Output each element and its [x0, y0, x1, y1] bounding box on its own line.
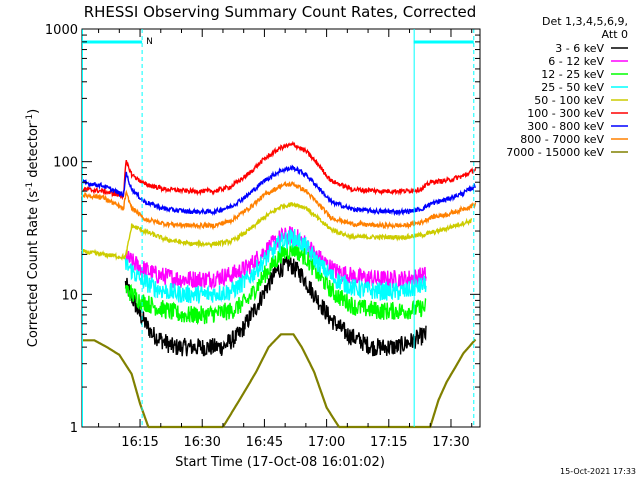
x-tick-label-6: 17:30	[432, 435, 469, 450]
y-tick-label-2: 10	[61, 288, 78, 303]
y-axis-label-main: Corrected Count Rate (s	[26, 191, 41, 348]
legend-label-1: 3 - 6 keV	[555, 42, 604, 55]
legend-label-2: 6 - 12 keV	[548, 55, 604, 68]
x-tick-label-4: 17:00	[308, 435, 345, 450]
flag-lines	[82, 29, 475, 427]
x-tick-label-1: 16:15	[121, 435, 158, 450]
legend-label-9: 7000 - 15000 keV	[506, 146, 604, 159]
x-axis-label: Start Time (17-Oct-08 16:01:02)	[175, 455, 385, 470]
y-tick-label-1: 1	[70, 421, 78, 436]
legend-label-6: 100 - 300 keV	[527, 107, 604, 120]
legend-header-1: Det 1,3,4,5,6,9,	[542, 15, 628, 28]
series-line-1	[124, 256, 427, 357]
x-tick-label-2: 16:30	[183, 435, 220, 450]
axis-ticks: 16:15 16:30 16:45 17:00 17:15 17:30 1 10 100 1000	[45, 23, 480, 450]
y-axis-label-end: )	[26, 109, 41, 114]
y-tick-label-3: 100	[53, 156, 78, 171]
y-axis-label-mid: detector	[26, 122, 41, 182]
legend-label-4: 25 - 50 keV	[541, 81, 604, 94]
legend-label-5: 50 - 100 keV	[534, 94, 604, 107]
legend-label-3: 12 - 25 keV	[541, 68, 604, 81]
y-axis-label: Corrected Count Rate (s-1 detector-1)	[25, 109, 41, 347]
chart-title: RHESSI Observing Summary Count Rates, Co…	[84, 3, 477, 21]
night-marker-label: N	[146, 37, 153, 47]
legend-header-2: Att 0	[602, 28, 628, 41]
legend-label-7: 300 - 800 keV	[527, 120, 604, 133]
series-line-6	[81, 140, 477, 201]
series-line-5	[81, 201, 473, 261]
timestamp: 15-Oct-2021 17:33	[560, 467, 636, 476]
series-line-4	[124, 229, 427, 304]
series-line-8	[81, 180, 477, 231]
series-line-3	[124, 242, 427, 326]
y-axis-label-sup-2: -1	[25, 114, 35, 123]
x-tick-label-3: 16:45	[246, 435, 283, 450]
series-line-7	[81, 164, 477, 217]
y-axis-label-sup-1: -1	[25, 182, 35, 191]
legend-label-8: 800 - 7000 keV	[520, 133, 604, 146]
x-tick-label-5: 17:15	[370, 435, 407, 450]
y-tick-label-4: 1000	[45, 23, 78, 38]
